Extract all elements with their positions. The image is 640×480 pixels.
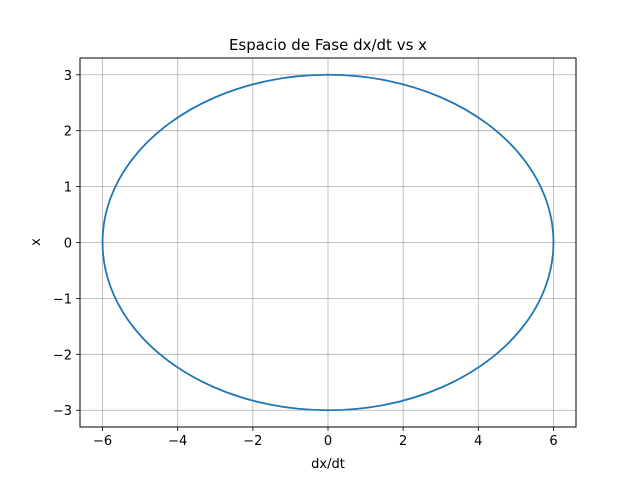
x-tick-label: 2 [399,434,407,449]
x-tick-label: 4 [474,434,482,449]
y-tick-label: 3 [64,69,72,84]
x-tick-label: 0 [324,434,332,449]
y-axis-label: x [29,238,44,246]
chart-title: Espacio de Fase dx/dt vs x [229,36,427,54]
y-tick-label: 2 [64,125,72,140]
y-tick-label: 1 [64,181,72,196]
x-axis-label: dx/dt [311,457,345,472]
axis-ticks: −6 −4 −2 0 2 4 6 −3 −2 −1 0 1 2 3 [53,69,558,449]
x-tick-label: −4 [168,434,187,449]
y-tick-label: −3 [53,404,72,419]
x-tick-label: 6 [549,434,557,449]
y-tick-label: −2 [53,348,72,363]
x-tick-label: −2 [243,434,262,449]
y-tick-label: 0 [64,237,72,252]
x-tick-label: −6 [93,434,112,449]
series-layer [101,73,555,412]
y-tick-label: −1 [53,292,72,307]
phase-trajectory-line [101,73,555,412]
